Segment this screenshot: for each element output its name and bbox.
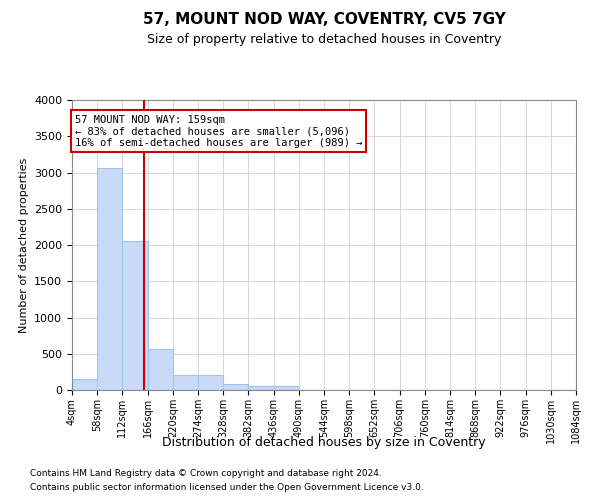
Y-axis label: Number of detached properties: Number of detached properties [19,158,29,332]
Bar [223,384,248,390]
Bar [274,386,299,390]
Bar [173,375,198,390]
Text: Contains public sector information licensed under the Open Government Licence v3: Contains public sector information licen… [30,484,424,492]
Text: Size of property relative to detached houses in Coventry: Size of property relative to detached ho… [147,32,501,46]
Bar [97,168,122,390]
Bar [248,386,274,390]
Bar [148,350,173,390]
Text: Distribution of detached houses by size in Coventry: Distribution of detached houses by size … [162,436,486,449]
Bar [122,240,148,390]
Text: Contains HM Land Registry data © Crown copyright and database right 2024.: Contains HM Land Registry data © Crown c… [30,468,382,477]
Text: 57, MOUNT NOD WAY, COVENTRY, CV5 7GY: 57, MOUNT NOD WAY, COVENTRY, CV5 7GY [143,12,505,28]
Bar [198,375,223,390]
Text: 57 MOUNT NOD WAY: 159sqm
← 83% of detached houses are smaller (5,096)
16% of sem: 57 MOUNT NOD WAY: 159sqm ← 83% of detach… [75,114,362,148]
Bar [72,379,97,390]
